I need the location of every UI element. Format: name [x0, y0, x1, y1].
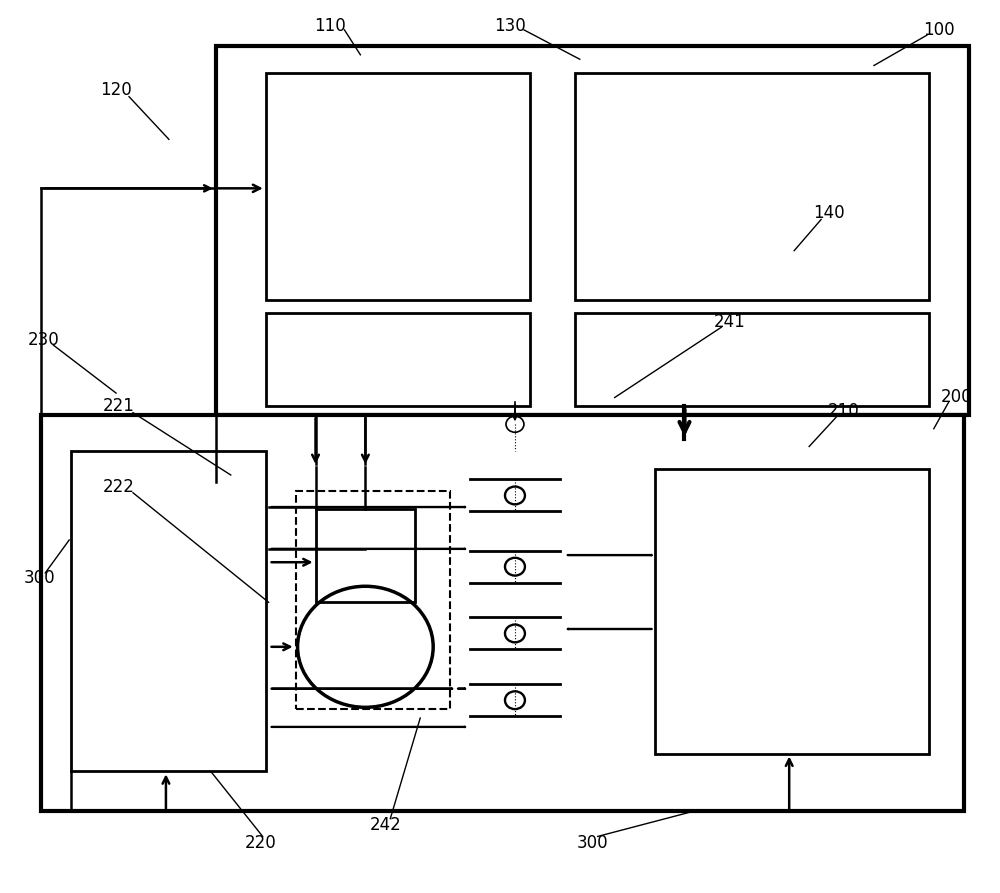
- Bar: [316, 509, 415, 602]
- Text: 242: 242: [369, 816, 401, 834]
- Text: 300: 300: [577, 834, 609, 852]
- Text: 100: 100: [923, 21, 955, 39]
- Bar: [655, 469, 929, 754]
- Text: 220: 220: [245, 834, 277, 852]
- Text: 221: 221: [103, 397, 135, 415]
- Text: 110: 110: [315, 17, 346, 36]
- Text: 241: 241: [713, 313, 745, 331]
- Bar: [266, 313, 530, 406]
- Text: 140: 140: [813, 204, 845, 222]
- Text: 120: 120: [100, 81, 132, 99]
- Text: 210: 210: [828, 402, 860, 420]
- Bar: [216, 46, 969, 415]
- Bar: [575, 313, 929, 406]
- Bar: [575, 72, 929, 300]
- Bar: [41, 415, 964, 812]
- Text: 300: 300: [23, 569, 55, 588]
- Bar: [71, 451, 266, 772]
- Bar: [266, 72, 530, 300]
- Text: 222: 222: [103, 478, 135, 496]
- Text: 230: 230: [27, 330, 59, 348]
- Text: 130: 130: [494, 17, 526, 36]
- Bar: [296, 491, 450, 709]
- Text: 200: 200: [941, 388, 973, 405]
